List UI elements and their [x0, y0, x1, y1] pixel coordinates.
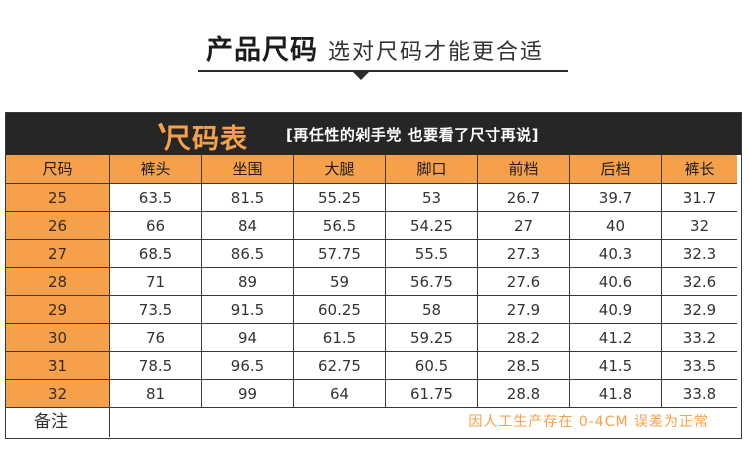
table-cell: 59	[294, 268, 386, 296]
table-row: 26 66 84 56.5 54.25 27 40 32	[6, 212, 741, 240]
table-cell: 40.3	[570, 240, 662, 268]
table-cell: 68.5	[110, 240, 202, 268]
table-cell: 63.5	[110, 184, 202, 212]
table-cell: 61.75	[386, 380, 478, 408]
size-cell: 29	[6, 296, 110, 324]
table-cell: 39.7	[570, 184, 662, 212]
header-cell-thigh: 大腿	[294, 155, 386, 184]
header-divider	[198, 70, 568, 72]
table-cell: 41.2	[570, 324, 662, 352]
table-cell: 89	[202, 268, 294, 296]
size-cell: 26	[6, 212, 110, 240]
table-cell: 41.5	[570, 352, 662, 380]
table-cell: 56.5	[294, 212, 386, 240]
table-cell: 28.2	[478, 324, 570, 352]
table-cell: 84	[202, 212, 294, 240]
table-cell: 41.8	[570, 380, 662, 408]
table-cell: 61.5	[294, 324, 386, 352]
table-cell: 64	[294, 380, 386, 408]
table-cell: 71	[110, 268, 202, 296]
size-cell: 31	[6, 352, 110, 380]
header-cell-waist: 裤头	[110, 155, 202, 184]
table-cell: 78.5	[110, 352, 202, 380]
size-cell: 32	[6, 380, 110, 408]
table-row: 25 63.5 81.5 55.25 53 26.7 39.7 31.7	[6, 184, 741, 212]
header-title-group: 产品尺码 选对尺码才能更合适	[0, 28, 750, 67]
size-cell: 28	[6, 268, 110, 296]
table-row: 29 73.5 91.5 60.25 58 27.9 40.9 32.9	[6, 296, 741, 324]
table-cell: 54.25	[386, 212, 478, 240]
table-cell: 40.9	[570, 296, 662, 324]
table-cell: 32.9	[662, 296, 737, 324]
size-cell: 27	[6, 240, 110, 268]
table-cell: 40	[570, 212, 662, 240]
table-cell: 27.6	[478, 268, 570, 296]
table-row: 32 81 99 64 61.75 28.8 41.8 33.8	[6, 380, 741, 408]
size-cell: 25	[6, 184, 110, 212]
header-caret-icon	[353, 72, 369, 80]
table-cell: 27.9	[478, 296, 570, 324]
table-cell: 33.2	[662, 324, 737, 352]
header-cell-leg-opening: 脚口	[386, 155, 478, 184]
header-cell-length: 裤长	[662, 155, 737, 184]
table-header-row: 尺码 裤头 坐围 大腿 脚口 前档 后档 裤长	[6, 155, 741, 184]
table-cell: 62.75	[294, 352, 386, 380]
table-cell: 26.7	[478, 184, 570, 212]
table-row: 28 71 89 59 56.75 27.6 40.6 32.6	[6, 268, 741, 296]
table-cell: 27.3	[478, 240, 570, 268]
size-chart-table: 尺码表 [再任性的剁手党 也要看了尺寸再说] 尺码 裤头 坐围 大腿 脚口 前档…	[5, 112, 742, 439]
table-cell: 81.5	[202, 184, 294, 212]
banner-title: 尺码表	[164, 124, 248, 155]
page-subtitle: 选对尺码才能更合适	[327, 40, 544, 65]
table-cell: 58	[386, 296, 478, 324]
header-cell-back-rise: 后档	[570, 155, 662, 184]
table-cell: 59.25	[386, 324, 478, 352]
table-cell: 31.7	[662, 184, 737, 212]
header-cell-hip: 坐围	[202, 155, 294, 184]
page-title: 产品尺码	[205, 35, 318, 66]
table-cell: 60.25	[294, 296, 386, 324]
table-cell: 28.8	[478, 380, 570, 408]
table-cell: 55.25	[294, 184, 386, 212]
table-cell: 91.5	[202, 296, 294, 324]
table-cell: 53	[386, 184, 478, 212]
table-cell: 56.75	[386, 268, 478, 296]
table-cell: 66	[110, 212, 202, 240]
table-cell: 81	[110, 380, 202, 408]
table-cell: 32.3	[662, 240, 737, 268]
table-cell: 40.6	[570, 268, 662, 296]
header-cell-front-rise: 前档	[478, 155, 570, 184]
table-cell: 60.5	[386, 352, 478, 380]
table-cell: 28.5	[478, 352, 570, 380]
banner-note: [再任性的剁手党 也要看了尺寸再说]	[286, 126, 539, 144]
table-cell: 55.5	[386, 240, 478, 268]
table-cell: 94	[202, 324, 294, 352]
table-cell: 73.5	[110, 296, 202, 324]
note-row: 备注 因人工生产存在 0-4CM 误差为正常	[6, 408, 741, 437]
table-body: 25 63.5 81.5 55.25 53 26.7 39.7 31.7 26 66 84 56.5 5…	[6, 184, 741, 408]
header-cell-size: 尺码	[6, 155, 110, 184]
note-label: 备注	[6, 408, 110, 437]
table-cell: 33.5	[662, 352, 737, 380]
table-row: 31 78.5 96.5 62.75 60.5 28.5 41.5 33.5	[6, 352, 741, 380]
table-cell: 86.5	[202, 240, 294, 268]
table-cell: 99	[202, 380, 294, 408]
table-banner: 尺码表 [再任性的剁手党 也要看了尺寸再说]	[6, 113, 741, 155]
size-cell: 30	[6, 324, 110, 352]
table-row: 27 68.5 86.5 57.75 55.5 27.3 40.3 32.3	[6, 240, 741, 268]
table-cell: 33.8	[662, 380, 737, 408]
table-cell: 32	[662, 212, 737, 240]
table-cell: 32.6	[662, 268, 737, 296]
table-row: 30 76 94 61.5 59.25 28.2 41.2 33.2	[6, 324, 741, 352]
table-cell: 96.5	[202, 352, 294, 380]
table-cell: 27	[478, 212, 570, 240]
table-cell: 76	[110, 324, 202, 352]
table-cell: 57.75	[294, 240, 386, 268]
note-text: 因人工生产存在 0-4CM 误差为正常	[468, 414, 709, 430]
page-header: 产品尺码 选对尺码才能更合适	[0, 0, 750, 95]
